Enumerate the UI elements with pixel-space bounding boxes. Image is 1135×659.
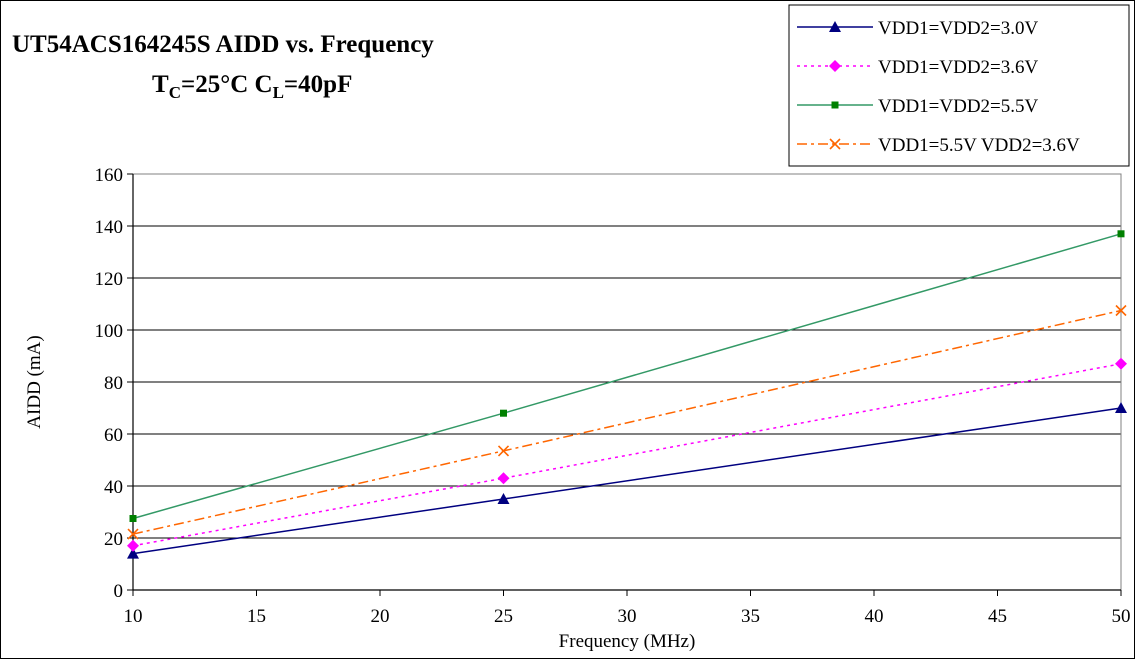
- data-point-series-1: [497, 493, 510, 504]
- y-tick-label: 100: [95, 321, 124, 342]
- y-tick-label: 160: [95, 165, 124, 186]
- data-point-series-2: [1115, 357, 1127, 370]
- data-point-series-3: [500, 409, 507, 417]
- y-tick-label: 120: [95, 269, 124, 290]
- data-point-series-4: [127, 528, 139, 540]
- y-tick-label: 140: [95, 217, 124, 238]
- legend-entry: VDD1=VDD2=3.0V: [797, 18, 1039, 39]
- legend-swatch-marker: [829, 138, 841, 150]
- legend-entry: VDD1=5.5V VDD2=3.6V: [797, 135, 1080, 156]
- y-tick-label: 20: [104, 529, 123, 550]
- x-tick-label: 50: [1112, 606, 1131, 627]
- y-axis-title: AIDD (mA): [24, 335, 45, 428]
- gridlines: [133, 173, 1121, 539]
- data-point-series-1: [1115, 402, 1127, 413]
- legend-swatch-marker: [829, 60, 841, 72]
- x-tick-label: 40: [865, 606, 884, 627]
- subtitle-prefix-sub: C: [169, 83, 181, 102]
- data-point-series-4: [497, 445, 510, 457]
- legend: VDD1=VDD2=3.0V VDD1=VDD2=3.6V VDD1=VDD2=5.…: [788, 4, 1130, 167]
- legend-label: VDD1=VDD2=3.0V: [878, 18, 1039, 39]
- x-tick-label: 15: [247, 606, 266, 627]
- data-point-series-2: [127, 539, 139, 552]
- chart-title: UT54ACS164245S AIDD vs. Frequency: [12, 31, 434, 58]
- series-markers: [127, 230, 1127, 559]
- data-point-series-4: [1115, 304, 1127, 317]
- legend-box: [788, 4, 1130, 167]
- y-tick-label: 40: [104, 477, 123, 498]
- data-point-series-1: [127, 547, 139, 559]
- subtitle-prefix: T: [152, 71, 169, 98]
- subtitle-suffix: =40pF: [284, 71, 352, 98]
- y-tick-label: 0: [114, 581, 124, 602]
- legend-swatch-marker: [831, 101, 839, 109]
- x-tick-labels: 10 15 20 25 30 35 40 45 50: [124, 606, 1131, 627]
- subtitle-middle-sub: L: [273, 83, 284, 102]
- x-tick-label: 25: [494, 606, 513, 627]
- legend-entry: VDD1=VDD2=3.6V: [797, 57, 1039, 78]
- x-tick-label: 10: [124, 606, 143, 627]
- x-tick-label: 30: [618, 606, 637, 627]
- data-point-series-3: [129, 515, 137, 522]
- x-tick-label: 20: [371, 606, 390, 627]
- subtitle-middle: =25°C C: [181, 71, 273, 98]
- data-point-series-3: [1117, 230, 1125, 238]
- legend-swatch-marker: [829, 21, 841, 32]
- chart-subtitle: TC=25°C CL=40pF: [152, 71, 352, 102]
- y-tick-label: 60: [104, 425, 123, 446]
- y-tick-labels: 0 20 40 60 80 100 120 140 160: [95, 165, 124, 602]
- legend-label: VDD1=VDD2=5.5V: [878, 96, 1039, 117]
- legend-entry: VDD1=VDD2=5.5V: [797, 96, 1039, 117]
- x-tick-label: 45: [988, 606, 1007, 627]
- x-tick-label: 35: [741, 606, 760, 627]
- legend-label: VDD1=5.5V VDD2=3.6V: [878, 135, 1080, 156]
- legend-label: VDD1=VDD2=3.6V: [878, 57, 1039, 78]
- y-tick-label: 80: [104, 373, 123, 394]
- data-point-series-2: [497, 472, 510, 485]
- x-axis-title: Frequency (MHz): [559, 631, 696, 652]
